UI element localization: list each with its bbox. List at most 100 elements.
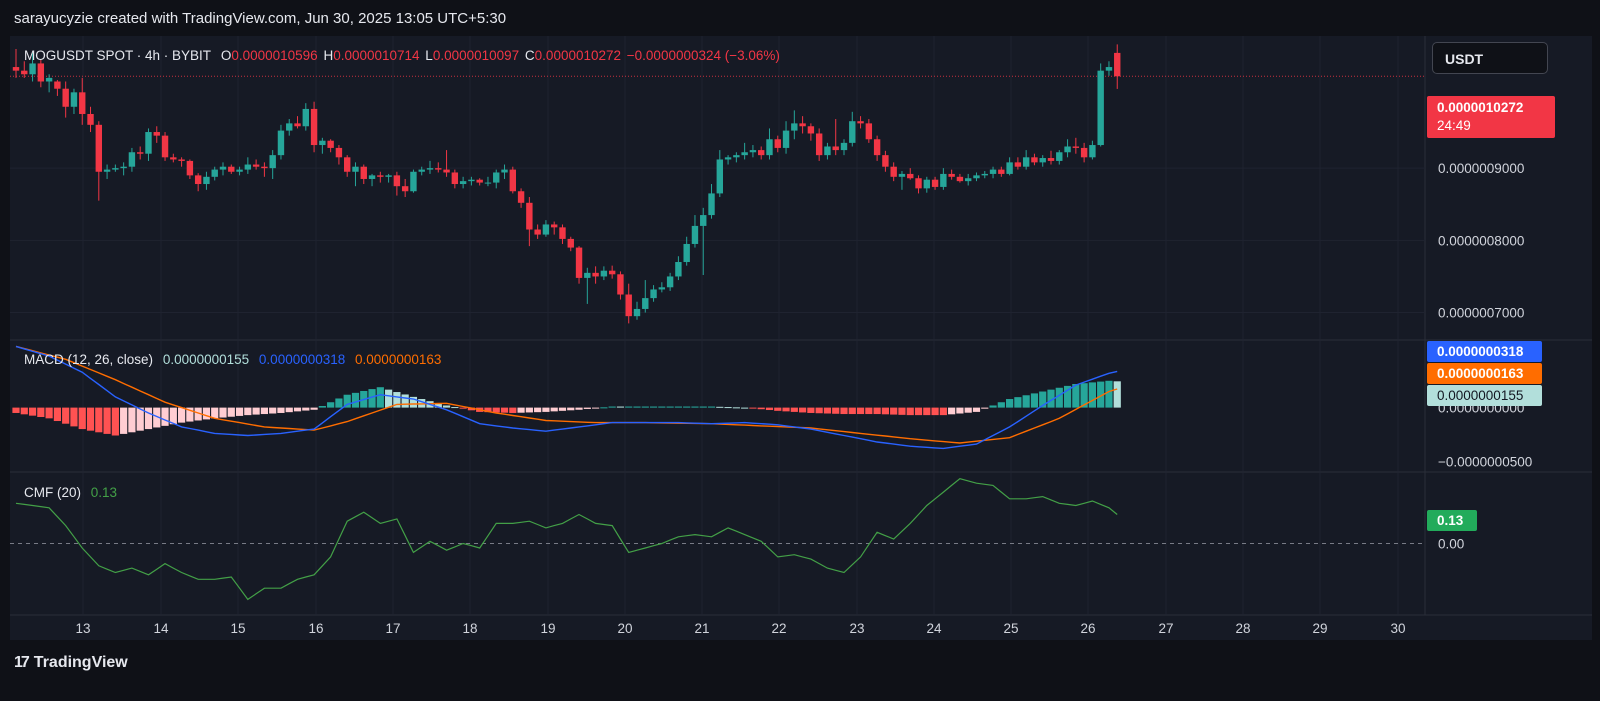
open-value: 0.0000010596 — [231, 48, 318, 63]
candle-body — [120, 166, 127, 169]
macd-histogram-bar — [509, 407, 517, 413]
x-tick-label: 20 — [617, 621, 632, 636]
candle-body — [815, 133, 823, 156]
macd-histogram-bar — [625, 406, 633, 408]
macd-histogram-bar — [658, 406, 666, 408]
candle-body — [517, 191, 525, 203]
macd-histogram-bar — [616, 406, 625, 408]
macd-histogram-bar — [492, 407, 500, 413]
macd-histogram-bar — [517, 407, 525, 413]
macd-histogram-bar — [765, 407, 774, 411]
macd-histogram-bar — [633, 406, 641, 408]
high-value: 0.0000010714 — [333, 48, 420, 63]
candle-body — [600, 270, 608, 277]
macd-histogram-bar — [774, 407, 782, 411]
high-label: H — [323, 48, 334, 63]
macd-histogram-bar — [260, 407, 268, 415]
chart-panel[interactable]: 13 14 15 16 17 18 19 20 21 22 23 24 25 26 27 28 29 30 0.00… — [10, 36, 1592, 640]
candle-body — [211, 169, 218, 177]
macd-legend[interactable]: MACD (12, 26, close) 0.0000000155 0.0000… — [24, 352, 443, 367]
macd-histogram-bar — [550, 407, 558, 412]
candle-body — [62, 88, 69, 107]
candle-body — [29, 63, 36, 75]
macd-histogram-bar — [666, 406, 674, 408]
candle-body — [832, 146, 839, 151]
macd-histogram-bar — [707, 406, 716, 408]
macd-histogram-bar — [484, 407, 492, 413]
macd-value-tag: 0.0000000318 — [1427, 341, 1542, 362]
candle-body — [1031, 157, 1038, 163]
candle-body — [758, 150, 765, 156]
macd-histogram-bar — [790, 407, 798, 412]
macd-histogram-bar — [202, 407, 211, 420]
candle-body — [45, 77, 53, 82]
candle-body — [476, 179, 483, 183]
x-tick-label: 13 — [75, 621, 90, 636]
macd-histogram-bar — [178, 407, 186, 423]
candle-body — [484, 182, 492, 184]
candle-body — [898, 173, 906, 177]
tradingview-brand: TradingView — [33, 654, 128, 671]
macd-histogram-bar — [1105, 380, 1113, 408]
macd-histogram-bar — [592, 407, 600, 409]
candle-body — [112, 168, 119, 170]
macd-histogram-bar — [136, 407, 144, 431]
candle-body — [584, 272, 591, 278]
macd-histogram-bar — [103, 407, 111, 434]
macd-histogram-bar — [1047, 389, 1055, 408]
tradingview-logo[interactable]: 17 TradingView — [14, 654, 128, 672]
cmf-legend[interactable]: CMF (20) 0.13 — [24, 485, 119, 500]
candle-body — [534, 229, 541, 235]
candle-body — [37, 63, 45, 82]
cmf-indicator-name[interactable]: CMF (20) — [24, 485, 81, 500]
macd-histogram-bar — [327, 402, 335, 408]
macd-histogram-bar — [1113, 381, 1121, 408]
candle-body — [923, 179, 930, 189]
macd-histogram-bar — [45, 407, 53, 419]
macd-histogram-bar — [1072, 384, 1080, 408]
macd-histogram-bar — [525, 407, 533, 413]
macd-histogram-bar — [128, 407, 136, 433]
macd-indicator-name[interactable]: MACD (12, 26, close) — [24, 352, 154, 367]
candle-body — [468, 179, 475, 182]
candle-body — [70, 92, 78, 107]
macd-line-value: 0.0000000318 — [258, 352, 346, 367]
macd-histogram-bar — [451, 407, 459, 409]
candle-body — [1039, 158, 1046, 163]
candle-body — [310, 108, 318, 146]
candle-body — [981, 173, 988, 176]
macd-histogram-bar — [931, 407, 939, 416]
symbol-label[interactable]: MOGUSDT SPOT · 4h · BYBIT — [24, 48, 212, 63]
currency-button[interactable]: USDT — [1432, 42, 1548, 74]
macd-histogram-bar — [691, 406, 699, 408]
candle-body — [1114, 52, 1121, 77]
macd-histogram-bar — [807, 407, 815, 413]
macd-histogram-bar — [641, 406, 649, 408]
macd-histogram-bar — [749, 407, 757, 409]
candle-body — [675, 262, 682, 277]
candle-body — [410, 171, 417, 192]
candle-body — [186, 160, 194, 176]
macd-histogram-bar — [923, 407, 931, 416]
cmf-line — [15, 478, 1118, 601]
chart-canvas[interactable]: 13 14 15 16 17 18 19 20 21 22 23 24 25 26 27 28 29 30 0.00… — [10, 36, 1592, 640]
macd-histogram-bar — [244, 407, 252, 416]
macd-histogram-bar — [393, 392, 401, 408]
macd-histogram-bar — [683, 406, 691, 408]
x-tick-label: 30 — [1390, 621, 1405, 636]
open-label: O — [220, 48, 232, 63]
macd-histogram-bar — [1022, 395, 1030, 408]
candle-body — [865, 123, 873, 140]
candle-body — [882, 155, 889, 167]
candle-body — [931, 179, 939, 187]
macd-histogram-bar — [144, 407, 153, 430]
signal-line — [15, 345, 1118, 444]
candle-body — [940, 173, 947, 187]
macd-histogram-bar — [840, 407, 848, 415]
macd-histogram-bar — [78, 407, 86, 430]
candle-body — [666, 276, 674, 288]
candle-body — [1080, 147, 1088, 158]
macd-histogram-bar — [385, 389, 393, 408]
macd-histogram-bar — [53, 407, 61, 422]
macd-histogram-bar — [1063, 385, 1072, 408]
